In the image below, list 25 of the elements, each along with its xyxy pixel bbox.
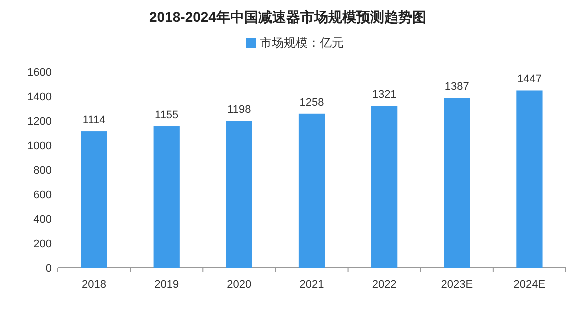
xtick: 2018	[82, 279, 107, 291]
xtick: 2020	[227, 279, 252, 291]
legend-label: 市场规模：亿元	[260, 36, 344, 50]
ytick: 1600	[28, 67, 52, 79]
xtick: 2023E	[441, 279, 474, 291]
xtick: 2019	[154, 279, 180, 291]
ytick: 200	[34, 238, 52, 250]
data-label: 1321	[372, 89, 397, 102]
title: 2018-2024年中国减速器市场规模预测趋势图	[150, 9, 426, 25]
ytick: 400	[34, 214, 52, 226]
ytick: 600	[34, 190, 52, 202]
xtick: 2021	[300, 279, 324, 291]
ytick: 1200	[28, 116, 52, 128]
data-label: 1114	[82, 114, 106, 127]
data-label: 1198	[228, 104, 252, 116]
data-label: 1387	[444, 81, 470, 94]
data-label: 1258	[300, 96, 324, 109]
ytick: 0	[46, 263, 52, 275]
data-label: 1155	[155, 110, 179, 122]
ytick: 800	[34, 165, 52, 177]
data-label: 1447	[517, 74, 542, 86]
ytick: 1000	[28, 140, 52, 152]
xtick: 2022	[372, 279, 397, 291]
ytick: 1400	[28, 92, 52, 104]
xtick: 2024E	[514, 279, 546, 291]
